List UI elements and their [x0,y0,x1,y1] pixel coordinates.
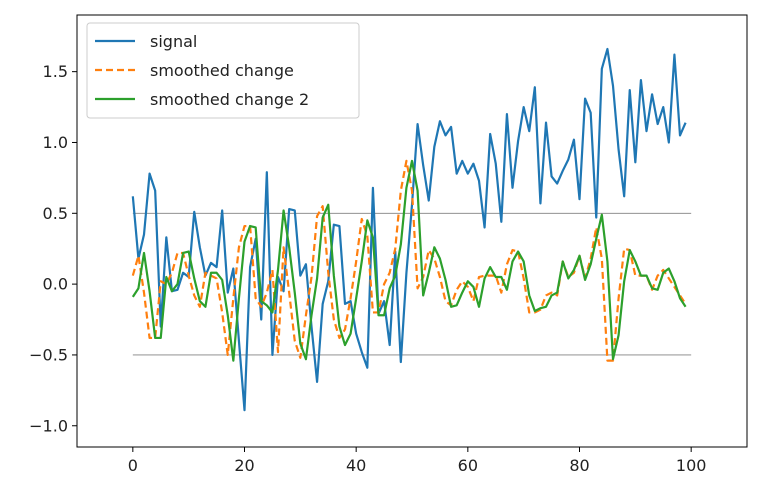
legend-box [86,22,360,119]
y-tick-label: 1.5 [43,62,68,81]
legend-label-1: smoothed change [150,61,294,80]
y-tick-label: −0.5 [29,345,68,364]
legend-label-2: smoothed change 2 [150,90,309,109]
x-axis: 0 20 40 60 80 100 [128,447,707,475]
legend-label-0: signal [150,32,197,51]
plot-frame [76,14,748,448]
series-layer [131,47,687,412]
y-tick-label: −1.0 [29,416,68,435]
x-tick-label: 20 [234,456,254,475]
y-axis: −1.0 −0.5 0.0 0.5 1.0 1.5 [29,62,77,435]
x-tick-label: 100 [676,456,707,475]
y-tick-label: 0.0 [43,275,68,294]
x-tick-label: 80 [569,456,589,475]
series-line-1 [131,159,687,362]
y-tick-label: 1.0 [43,133,68,152]
y-tick-label: 0.5 [43,204,68,223]
series-line-2 [131,159,687,362]
series-line-0 [131,47,687,412]
x-tick-label: 60 [458,456,478,475]
legend: signal smoothed change smoothed change 2 [86,22,360,119]
x-tick-label: 0 [128,456,138,475]
x-tick-label: 40 [346,456,366,475]
